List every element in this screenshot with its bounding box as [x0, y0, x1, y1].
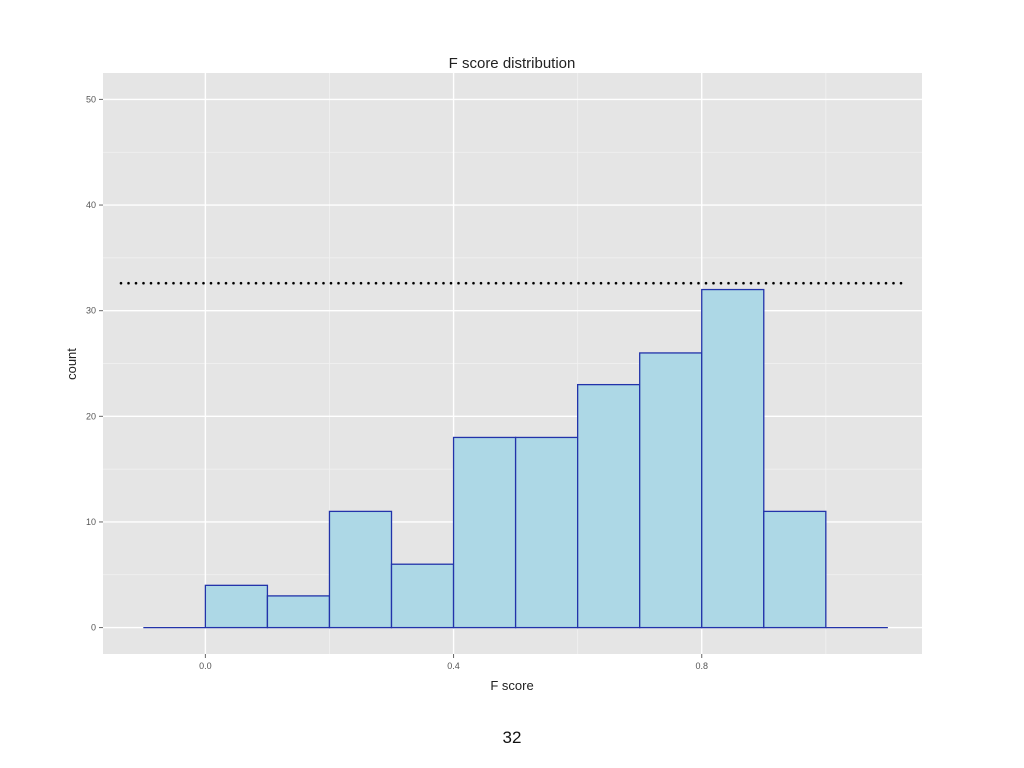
x-axis-title: F score — [490, 678, 533, 693]
y-tick-label: 20 — [86, 411, 96, 421]
histogram-bar — [639, 352, 703, 629]
minor-gridlines — [103, 73, 922, 654]
y-tick-label: 10 — [86, 517, 96, 527]
histogram-bar — [266, 595, 331, 629]
x-tick-label: 0.0 — [199, 661, 212, 671]
x-axis-ticks: 0.0 0.4 0.8 — [199, 654, 708, 671]
y-tick-label: 30 — [86, 306, 96, 316]
histogram-bar — [390, 563, 455, 629]
histogram-bar — [576, 383, 641, 629]
histogram-bar — [701, 288, 765, 629]
chart-title: F score distribution — [449, 55, 576, 72]
histogram-bar — [328, 510, 393, 629]
histogram-bar — [763, 510, 827, 629]
y-axis-title: count — [64, 348, 79, 380]
histogram-bars — [143, 288, 888, 629]
histogram-bar — [204, 584, 269, 629]
x-tick-label: 0.8 — [695, 661, 708, 671]
y-tick-label: 0 — [91, 623, 96, 633]
y-axis-ticks: 0 10 20 30 40 50 — [86, 94, 103, 633]
histogram-bar — [452, 436, 517, 629]
slide-page-number: 32 — [502, 728, 522, 747]
y-tick-label: 50 — [86, 94, 96, 104]
y-tick-label: 40 — [86, 200, 96, 210]
histogram-bar — [514, 436, 579, 629]
x-tick-label: 0.4 — [447, 661, 460, 671]
